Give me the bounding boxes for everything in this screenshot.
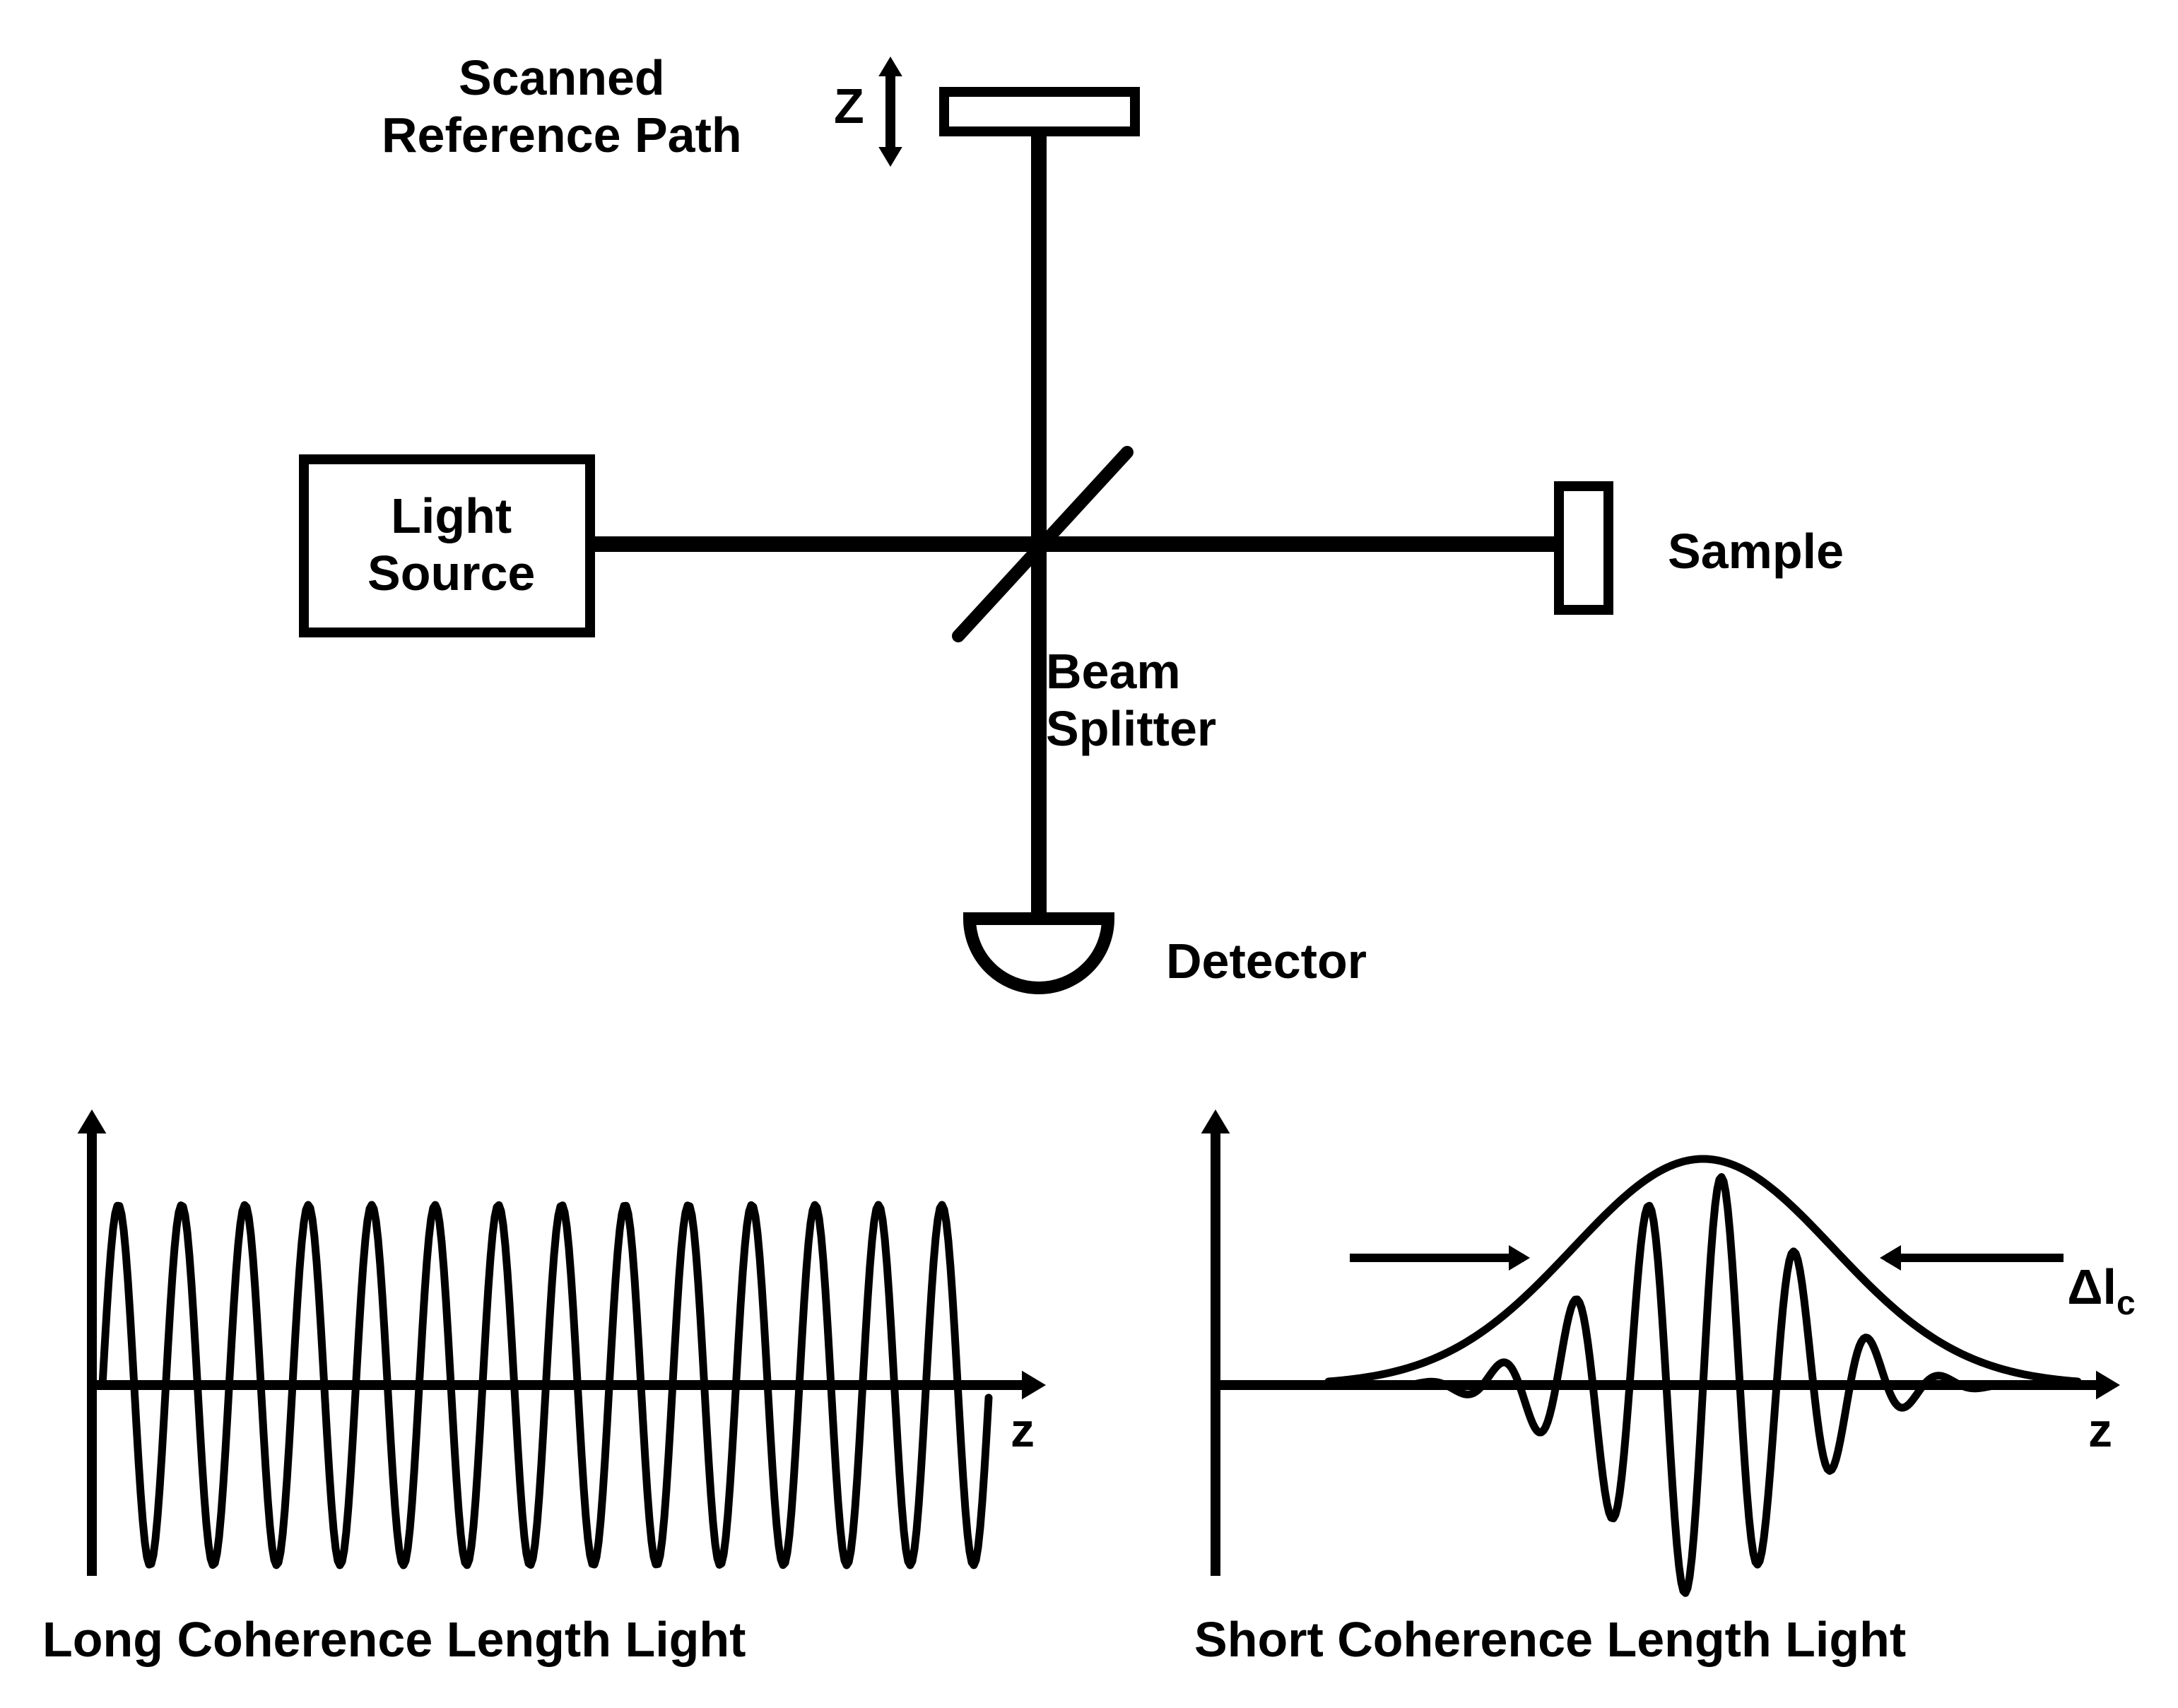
label-long-coherence-title: Long Coherence Length Light: [42, 1611, 746, 1668]
label-beam-splitter: Beam Splitter: [1046, 643, 1216, 757]
page-root: Scanned Reference Path Z Light Source Be…: [0, 0, 2178, 1708]
interferometer-svg: [0, 0, 2178, 1060]
label-short-coherence-title: Short Coherence Length Light: [1194, 1611, 1906, 1668]
label-light-source: Light Source: [367, 488, 535, 601]
label-scanned-reference: Scanned Reference Path: [382, 49, 742, 163]
label-detector: Detector: [1166, 933, 1367, 990]
label-delta-lc: Δlc: [2014, 1201, 2136, 1379]
label-long-z: z: [1011, 1403, 1035, 1458]
label-sample: Sample: [1668, 523, 1844, 580]
label-short-z: z: [2088, 1403, 2112, 1458]
label-z-axis: Z: [834, 78, 864, 135]
